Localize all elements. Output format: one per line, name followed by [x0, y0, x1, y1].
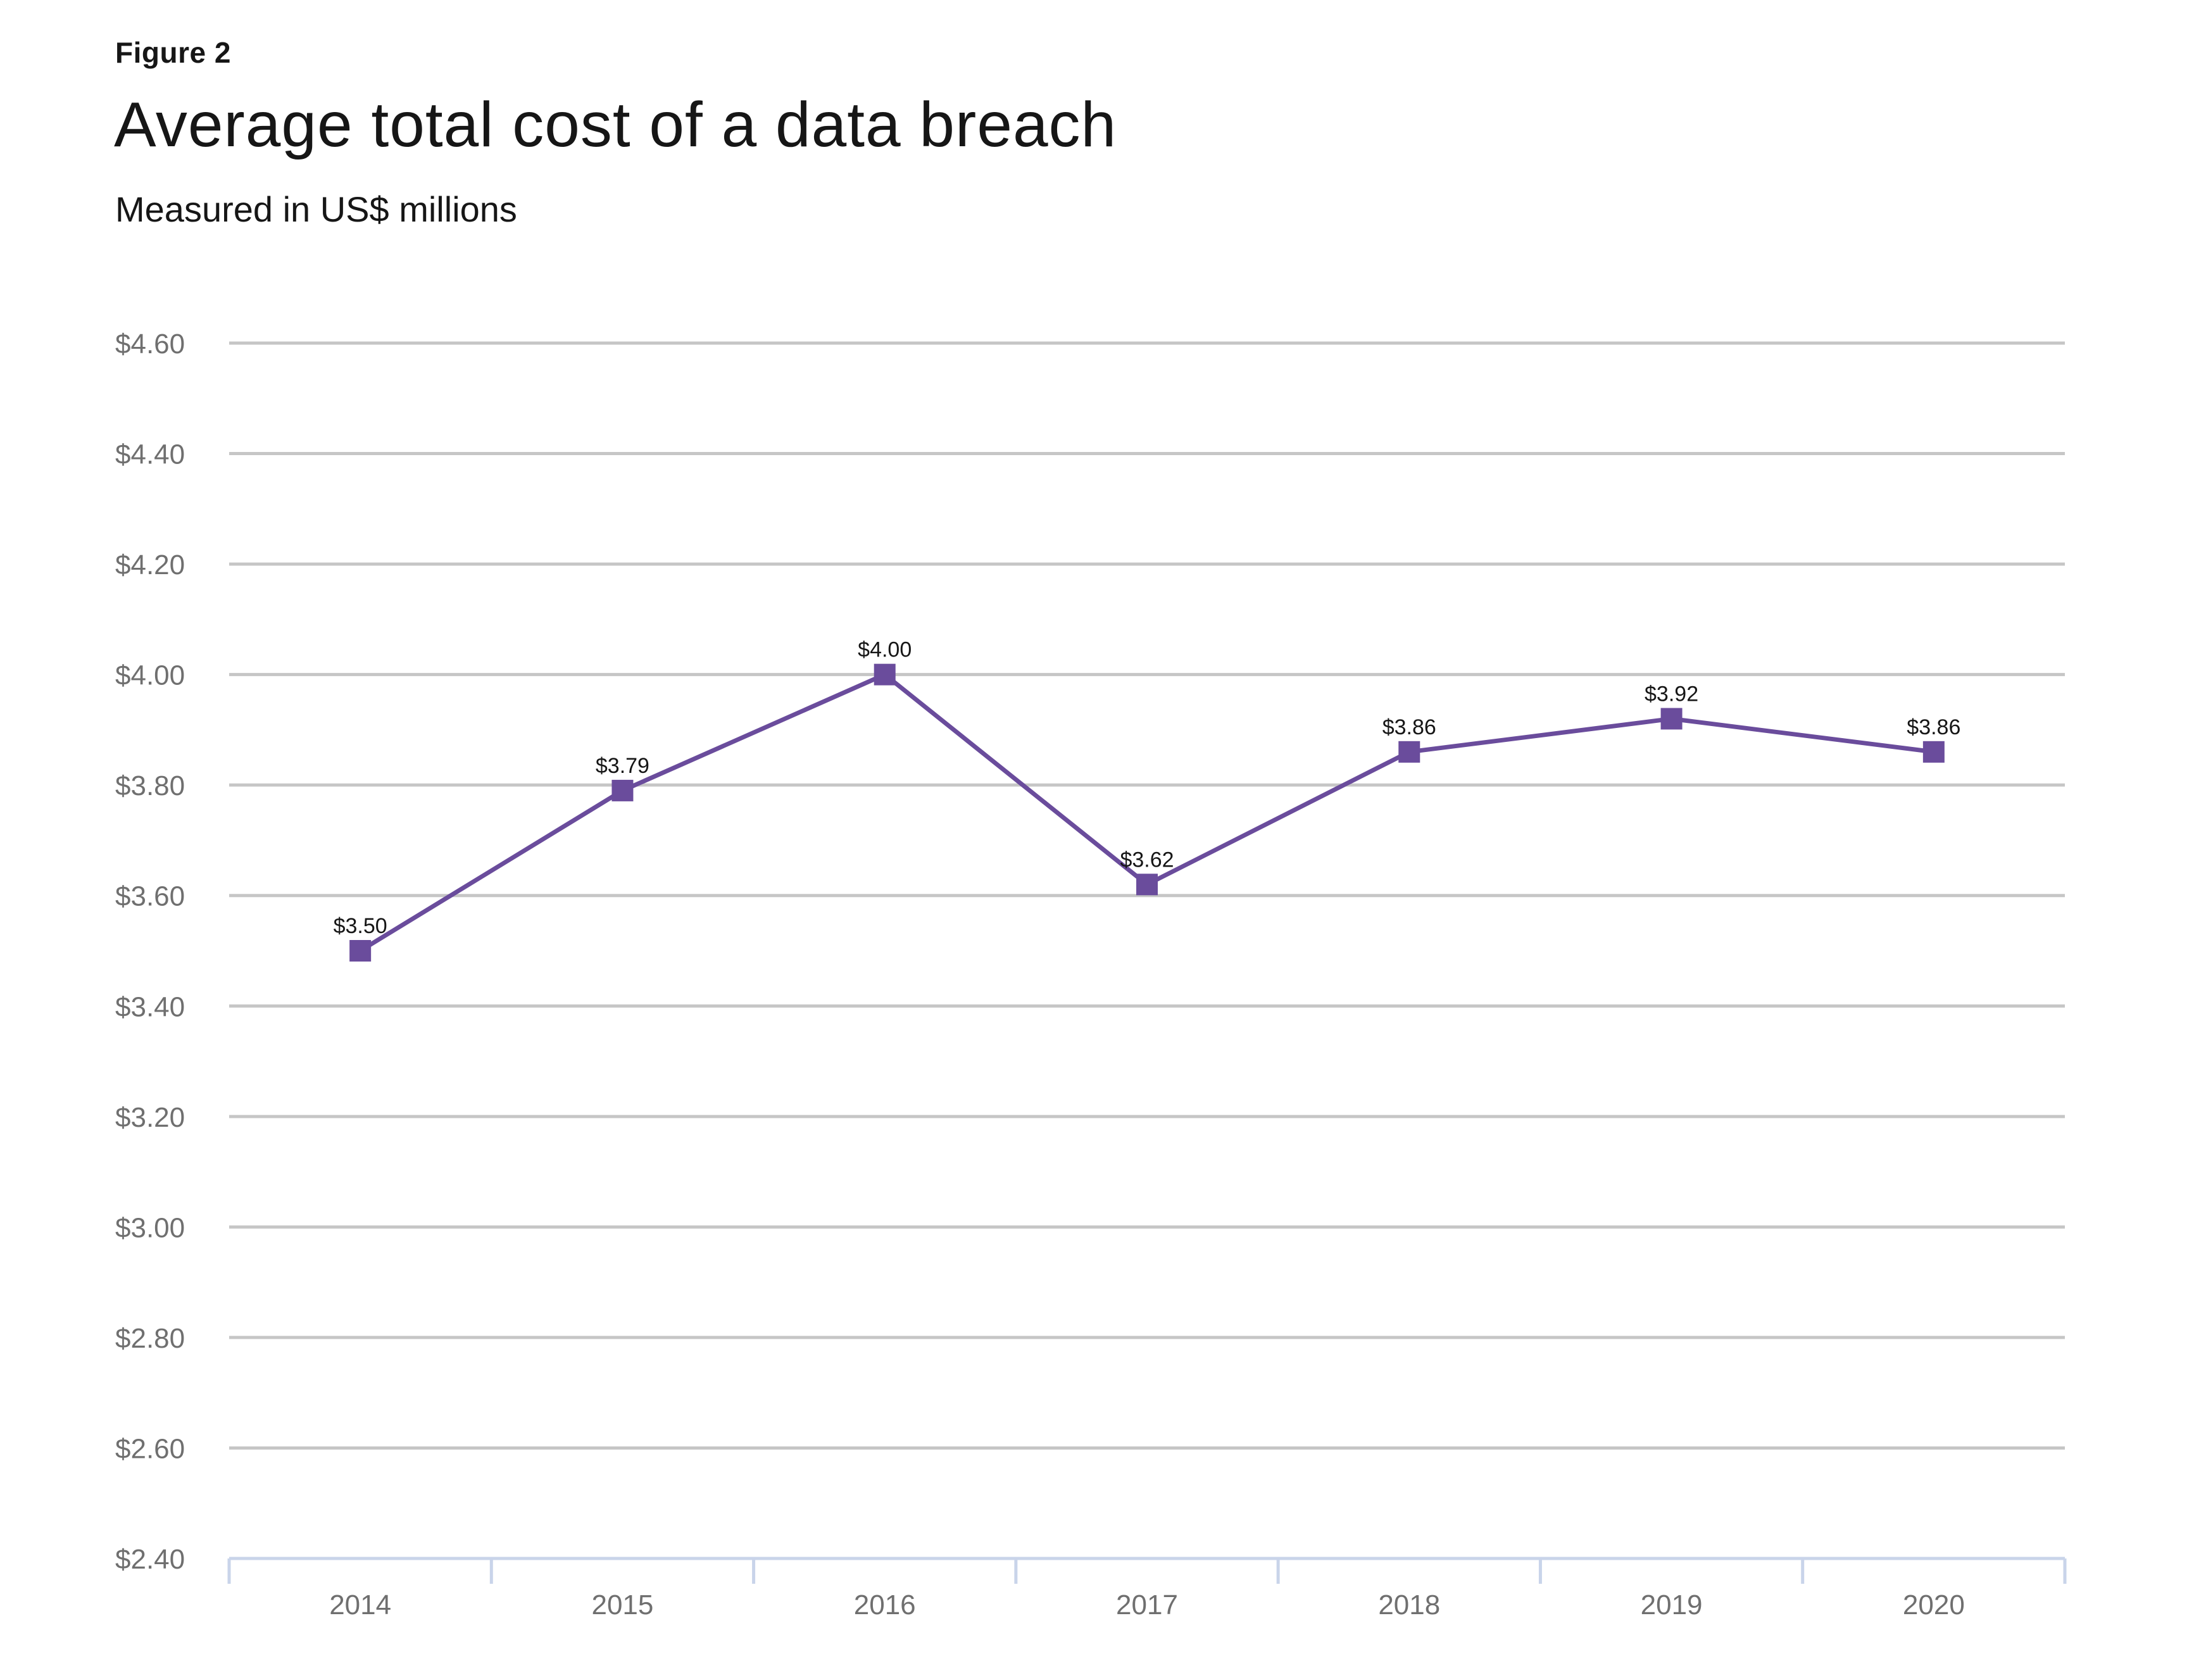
y-axis-ticks: $2.40 $2.60 $2.80 $3.00 $3.20 $3.40 $3.60 $3.80…: [115, 329, 185, 1575]
y-tick-label: $3.60: [115, 881, 185, 912]
data-labels: $3.50 $3.79 $4.00 $3.62 $3.86 $3.92 $3.86: [334, 638, 1961, 938]
x-tick-label: 2017: [1116, 1589, 1178, 1620]
y-tick-label: $4.00: [115, 660, 185, 691]
x-tick-label: 2019: [1641, 1589, 1703, 1620]
x-tick-label: 2016: [854, 1589, 916, 1620]
data-label: $3.92: [1645, 682, 1698, 706]
y-tick-label: $3.80: [115, 770, 185, 801]
data-label: $3.50: [334, 914, 387, 938]
x-tick-label: 2018: [1378, 1589, 1440, 1620]
data-point-marker: [611, 779, 634, 801]
y-tick-label: $4.20: [115, 549, 185, 580]
y-tick-label: $3.40: [115, 991, 185, 1022]
data-label: $4.00: [858, 638, 912, 662]
y-tick-label: $4.40: [115, 439, 185, 470]
y-tick-label: $3.20: [115, 1102, 185, 1133]
data-point-marker: [1660, 708, 1683, 730]
data-point-marker: [1136, 874, 1158, 896]
y-tick-label: $3.00: [115, 1212, 185, 1243]
y-tick-label: $2.40: [115, 1544, 185, 1575]
chart-subtitle: Measured in US$ millions: [115, 189, 517, 229]
x-tick-label: 2020: [1903, 1589, 1965, 1620]
chart-title: Average total cost of a data breach: [114, 89, 1117, 160]
y-tick-label: $2.80: [115, 1323, 185, 1354]
figure-label: Figure 2: [115, 36, 231, 69]
data-point-marker: [1398, 741, 1420, 763]
data-label: $3.86: [1382, 715, 1436, 739]
data-label: $3.86: [1907, 715, 1960, 739]
data-point-marker: [349, 940, 372, 962]
x-axis: 2014 2015 2016 2017 2018 2019 2020: [227, 1557, 2067, 1620]
series-line: [359, 672, 1934, 953]
data-label: $3.62: [1120, 848, 1174, 872]
x-tick-label: 2014: [329, 1589, 391, 1620]
data-label: $3.79: [596, 754, 649, 778]
data-point-marker: [1922, 741, 1945, 763]
y-tick-label: $2.60: [115, 1433, 185, 1464]
x-tick-label: 2015: [591, 1589, 653, 1620]
grid-lines: [229, 341, 2065, 1450]
y-tick-label: $4.60: [115, 329, 185, 360]
data-point-marker: [874, 663, 896, 686]
series-group: [349, 663, 1945, 962]
